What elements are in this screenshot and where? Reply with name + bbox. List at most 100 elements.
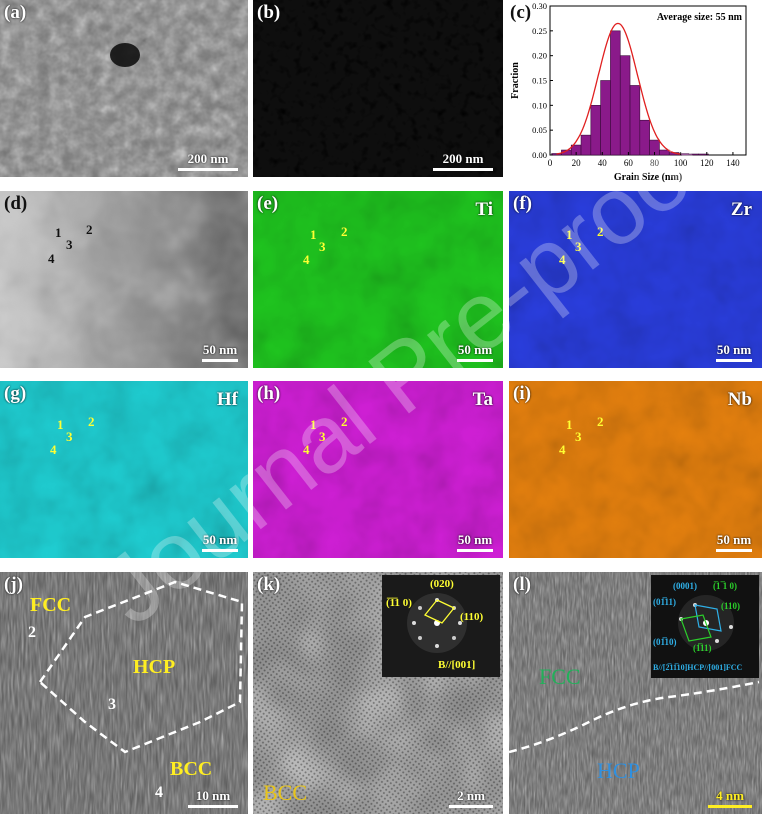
histogram-bar: [590, 105, 601, 156]
x-tick-label: 100: [674, 158, 688, 168]
eds-map-texture: [253, 381, 503, 558]
element-label: Ta: [472, 389, 493, 410]
scale-bar: 4 nm: [708, 788, 752, 808]
panel-e-ti-map: (e) Ti 1 2 3 4 50 nm: [253, 191, 503, 368]
panel-j-hrtem-image: (j) FCC HCP BCC 2 3 4 10 nm: [0, 572, 248, 814]
panel-label: (g): [4, 383, 27, 404]
point-marker: 2: [341, 414, 348, 429]
point-marker: 3: [66, 429, 73, 444]
gaussian-fit-curve: [556, 22, 681, 155]
histogram-bar: [659, 149, 670, 156]
chart-title: Average size: 55 nm: [657, 12, 743, 23]
fft-spot-label: (110): [460, 611, 484, 623]
panel-label: (d): [4, 193, 28, 214]
point-marker: 1: [310, 417, 317, 432]
histogram-bar: [688, 153, 699, 156]
y-tick-label: 0.00: [532, 150, 547, 160]
panel-label: (h): [257, 383, 281, 404]
fft-pattern: [678, 595, 734, 651]
zone-axis-label: B//[001]: [438, 659, 476, 671]
x-tick-label: 60: [624, 158, 634, 168]
point-marker: 4: [50, 442, 57, 457]
point-marker: 3: [575, 239, 582, 254]
fft-spot-label: (020): [430, 578, 454, 590]
panel-f-zr-map: (f) Zr 1 2 3 4 50 nm: [509, 191, 762, 368]
point-marker: 3: [319, 429, 326, 444]
point-marker: 4: [48, 251, 55, 266]
panel-label: (l): [513, 574, 531, 595]
panel-c-grain-size-histogram: (c) 0 20 40 60 80 100 120 140 0.00 0.05 0.10 0.15 0.…: [506, 0, 762, 190]
histogram-bar: [629, 85, 641, 156]
point-marker: 2: [341, 224, 348, 239]
scale-bar: 2 nm: [449, 788, 493, 808]
scale-bar: 50 nm: [457, 532, 493, 552]
eds-map-texture: [0, 381, 248, 558]
fft-spot-label: (01̅10): [653, 637, 677, 647]
panel-label: (b): [257, 2, 281, 23]
histogram-bar: [600, 80, 611, 156]
point-marker: 4: [303, 442, 310, 457]
haadf-texture: [0, 191, 248, 368]
dark-field-texture: [253, 0, 503, 177]
point-marker: 4: [559, 252, 566, 267]
y-tick-label: 0.10: [532, 100, 547, 110]
y-tick-label: 0.15: [532, 76, 547, 86]
point-marker: 1: [566, 227, 573, 242]
phase-label-bcc: BCC: [170, 758, 213, 780]
scale-bar: 50 nm: [716, 342, 752, 362]
histogram-bar: [619, 55, 631, 156]
point-marker: 2: [86, 222, 93, 237]
panel-label: (k): [257, 574, 281, 595]
phase-label-fcc: FCC: [539, 664, 581, 689]
fft-inset: (0001) (̅1 ̅1 0) (01̅11) (110) (01̅10) (…: [651, 575, 759, 678]
phase-label-hcp: HCP: [133, 656, 176, 678]
point-marker: 3: [66, 237, 73, 252]
panel-label: (c): [510, 2, 532, 23]
fft-spot-label: (1̅11): [693, 643, 712, 653]
eds-map-texture: [253, 191, 503, 368]
point-marker: 3: [108, 696, 116, 713]
fft-spot-label: (̅1 ̅1 0): [713, 581, 737, 591]
zone-axis-label: B//[2̅11̅10]HCP//[001]FCC: [653, 663, 743, 672]
x-tick-label: 120: [700, 158, 714, 168]
histogram-bar: [580, 134, 592, 156]
panel-l-hrtem-fcc-hcp: (l) (0001) (̅1 ̅1 0) (01̅11) (110) (01̅1…: [509, 572, 762, 814]
panel-h-ta-map: (h) Ta 1 2 3 4 50 nm: [253, 381, 503, 558]
y-tick-label: 0.05: [532, 125, 547, 135]
x-tick-label: 40: [598, 158, 608, 168]
point-marker: 4: [155, 784, 163, 801]
y-tick-label: 0.25: [532, 26, 547, 36]
fft-spot-label: (110): [721, 601, 740, 611]
y-axis-label: Fraction: [510, 62, 521, 99]
scale-bar: 50 nm: [202, 532, 238, 552]
fft-spot-label: (0001): [673, 581, 697, 591]
fft-spot-label: (01̅11): [653, 597, 677, 607]
scale-bar: 50 nm: [457, 342, 493, 362]
panel-label: (a): [4, 2, 27, 23]
y-tick-label: 0.20: [532, 51, 547, 61]
panel-d-haadf-image: (d) 1 2 3 4 50 nm: [0, 191, 248, 368]
panel-a-tem-image: (a) 200 nm: [0, 0, 248, 177]
scale-bar: 50 nm: [202, 342, 238, 362]
eds-map-texture: [509, 381, 762, 558]
point-marker: 1: [55, 225, 62, 240]
phase-label-hcp: HCP: [597, 758, 640, 783]
x-tick-label: 20: [572, 158, 582, 168]
panel-b-dark-field-image: (b) 200 nm: [253, 0, 503, 177]
fft-spot-label: (̅1̅1 0): [386, 597, 412, 609]
element-label: Ti: [475, 199, 493, 220]
eds-map-texture: [509, 191, 762, 368]
y-tick-label: 0.30: [532, 1, 547, 11]
point-marker: 4: [303, 252, 310, 267]
point-marker: 2: [597, 224, 604, 239]
phase-label-fcc: FCC: [30, 594, 72, 616]
panel-label: (i): [513, 383, 531, 404]
fft-pattern: [407, 593, 467, 653]
fft-inset: (020) (̅1̅1 0) (110) B//[001]: [382, 575, 500, 677]
x-tick-label: 0: [548, 158, 553, 168]
scale-bar: 200 nm: [433, 151, 493, 171]
point-marker: 1: [310, 227, 317, 242]
scale-bar: 200 nm: [178, 151, 238, 171]
histogram-chart: 0 20 40 60 80 100 120 140 0.00 0.05 0.10 0.15 0.20 0.…: [510, 1, 747, 183]
point-marker: 4: [559, 442, 566, 457]
